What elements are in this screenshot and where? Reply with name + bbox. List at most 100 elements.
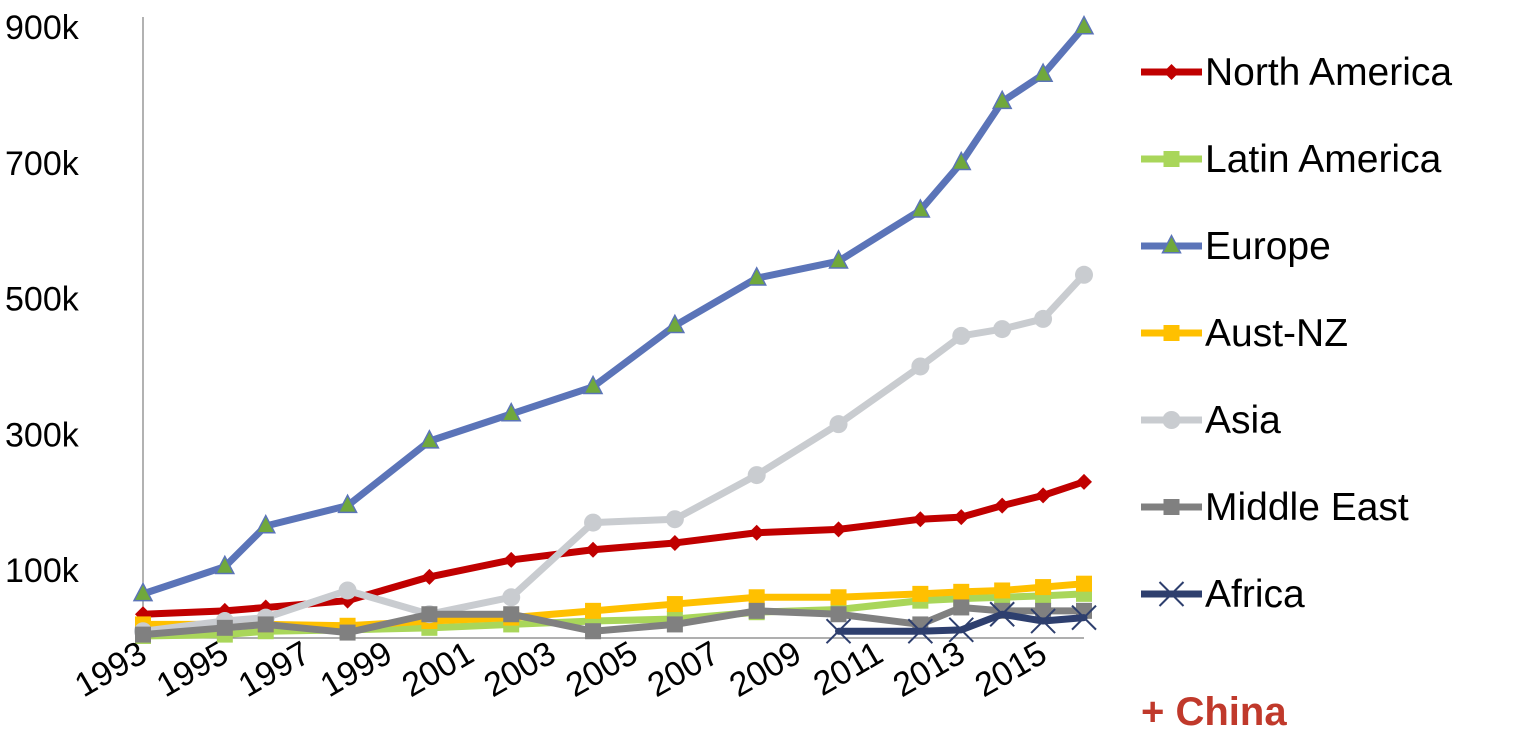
y-tick-label: 100k (5, 552, 80, 590)
data-point (1076, 575, 1092, 592)
legend-item-latin-america: Latin America (1141, 138, 1442, 181)
data-point (666, 616, 683, 633)
data-point (584, 513, 603, 532)
legend-item-north-america: North America (1141, 51, 1452, 94)
data-point (830, 589, 847, 606)
series-line (139, 271, 1088, 635)
y-tick-label: 700k (5, 145, 80, 183)
data-point (503, 606, 520, 623)
data-point (912, 511, 929, 528)
data-point (989, 601, 1015, 627)
legend-label: Africa (1205, 573, 1305, 616)
x-tick-label: 1997 (232, 634, 317, 705)
data-point (991, 89, 1013, 110)
data-point (1035, 579, 1052, 596)
data-point (585, 541, 602, 558)
data-point (948, 617, 974, 643)
data-point (666, 534, 683, 551)
legend-marker (1158, 581, 1185, 607)
data-point (1032, 62, 1054, 83)
data-point (502, 588, 521, 607)
series-africa (825, 601, 1097, 644)
series-line (139, 23, 1088, 598)
data-point (1034, 309, 1053, 328)
series-middle-east (135, 599, 1092, 643)
x-tick-label: 2015 (969, 634, 1054, 705)
x-tick-label: 2011 (807, 634, 889, 703)
data-point (257, 616, 274, 633)
x-tick-label: 1993 (68, 634, 153, 705)
data-point (582, 374, 604, 395)
data-point (907, 618, 934, 644)
data-point (953, 599, 970, 616)
data-point (746, 266, 767, 286)
data-point (994, 582, 1011, 599)
data-point (419, 429, 440, 449)
legend-label: Latin America (1205, 138, 1442, 181)
x-tick-label: 2001 (396, 634, 481, 705)
x-tick-label: 2003 (478, 634, 563, 705)
data-point (665, 510, 684, 529)
data-point (666, 596, 683, 613)
data-point (952, 326, 971, 345)
legend-marker (1163, 64, 1180, 80)
x-tick-label: 2005 (559, 634, 644, 705)
data-point (585, 623, 602, 640)
data-point (1071, 604, 1097, 631)
data-point (830, 521, 847, 538)
legend-label: Aust-NZ (1205, 312, 1348, 355)
data-point (585, 602, 602, 619)
data-point (953, 509, 970, 526)
data-point (421, 606, 438, 623)
data-point (830, 606, 847, 623)
legend: North America Latin America Europe Aust-NZ A… (1141, 51, 1452, 616)
data-point (951, 150, 972, 171)
data-point (500, 402, 522, 422)
legend-item-middle-east: Middle East (1141, 486, 1409, 529)
x-tick-label: 2013 (887, 634, 972, 705)
data-point (503, 551, 520, 568)
y-tick-label: 300k (5, 416, 80, 454)
data-point (825, 618, 852, 644)
x-tick-label: 2009 (723, 634, 808, 705)
data-point (664, 313, 686, 334)
data-point (993, 320, 1012, 339)
data-point (135, 626, 151, 643)
data-point (912, 585, 929, 602)
series-line (835, 610, 1088, 635)
series-asia (134, 265, 1093, 641)
legend-item-europe: Europe (1141, 225, 1331, 268)
data-point (421, 568, 438, 585)
data-point (339, 624, 356, 641)
legend-label: Europe (1205, 225, 1331, 268)
data-point (1035, 602, 1052, 619)
data-point (1075, 265, 1093, 284)
series-europe (132, 15, 1095, 602)
x-tick-label: 1999 (314, 634, 399, 705)
data-point (1073, 15, 1095, 35)
data-point (994, 497, 1011, 514)
series-layer (132, 15, 1097, 644)
y-tick-label: 500k (5, 281, 80, 319)
data-point (747, 466, 766, 485)
china-note: + China (1141, 690, 1287, 734)
data-point (132, 581, 154, 602)
data-point (829, 415, 848, 434)
legend-marker (1163, 151, 1180, 167)
data-point (1035, 487, 1052, 504)
legend-marker (1161, 234, 1182, 254)
data-point (216, 619, 233, 636)
x-tick-label: 2007 (641, 634, 726, 705)
data-point (911, 357, 930, 376)
legend-label: Middle East (1205, 486, 1409, 529)
data-point (953, 583, 970, 600)
legend-item-aust-nz: Aust-NZ (1141, 312, 1348, 355)
data-point (1076, 473, 1092, 490)
data-point (214, 554, 236, 575)
legend-marker (1163, 499, 1180, 515)
data-point (748, 602, 765, 619)
legend-label: Asia (1205, 399, 1281, 442)
legend-marker (1163, 325, 1180, 341)
legend-marker (1162, 411, 1181, 429)
